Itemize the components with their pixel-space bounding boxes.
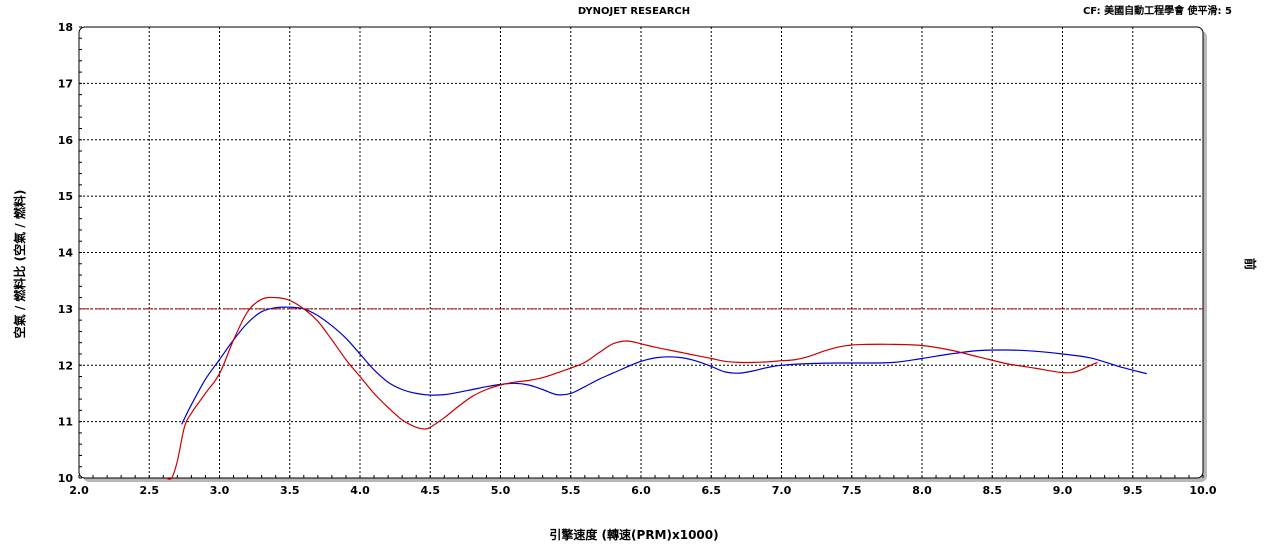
series-line-1 (181, 306, 1147, 425)
y-tick-label: 18 (58, 21, 73, 34)
x-tick-label: 9.5 (1123, 484, 1143, 497)
chart-title: DYNOJET RESEARCH (578, 6, 690, 17)
x-tick-label: 2.0 (69, 484, 89, 497)
x-tick-label: 4.5 (421, 484, 441, 497)
y2-axis-label: 前 (1243, 258, 1258, 270)
x-tick-label: 8.0 (912, 484, 932, 497)
x-tick-label: 5.0 (491, 484, 511, 497)
x-tick-label: 3.5 (280, 484, 300, 497)
y-tick-label: 10 (58, 472, 74, 485)
x-tick-label: 5.5 (561, 484, 581, 497)
x-tick-label: 8.5 (983, 484, 1003, 497)
x-tick-label: 6.0 (631, 484, 651, 497)
series-group (165, 296, 1147, 480)
y-tick-label: 11 (58, 416, 73, 429)
y-tick-label: 15 (58, 190, 73, 203)
y-tick-label: 14 (58, 247, 74, 260)
y-tick-label: 16 (58, 134, 74, 147)
y-tick-label: 12 (58, 359, 73, 372)
y-tick-label: 17 (58, 77, 73, 90)
x-tick-label: 7.0 (772, 484, 792, 497)
series-line-2 (165, 296, 1098, 480)
chart-subtitle: CF: 美國自動工程學會 使平滑: 5 (1083, 4, 1232, 17)
x-tick-label: 9.0 (1053, 484, 1073, 497)
x-axis-label: 引擎速度 (轉速(PRM)x1000) (549, 527, 718, 542)
x-tick-label: 10.0 (1189, 484, 1216, 497)
y-tick-label: 13 (58, 303, 73, 316)
y-tick-labels: 10 11 12 13 14 15 16 17 18 (58, 21, 74, 485)
x-tick-label: 4.0 (350, 484, 370, 497)
x-tick-label: 7.5 (842, 484, 862, 497)
y-axis-label: 空氣 / 燃料比 (空氣 / 燃料) (12, 190, 27, 339)
x-tick-label: 6.5 (702, 484, 722, 497)
x-tick-label: 3.0 (210, 484, 230, 497)
x-tick-label: 2.5 (140, 484, 160, 497)
x-tick-labels: 2.0 2.5 3.0 3.5 4.0 4.5 5.0 5.5 6.0 6.5 7.0 7.5 8.0 8… (69, 484, 1217, 497)
